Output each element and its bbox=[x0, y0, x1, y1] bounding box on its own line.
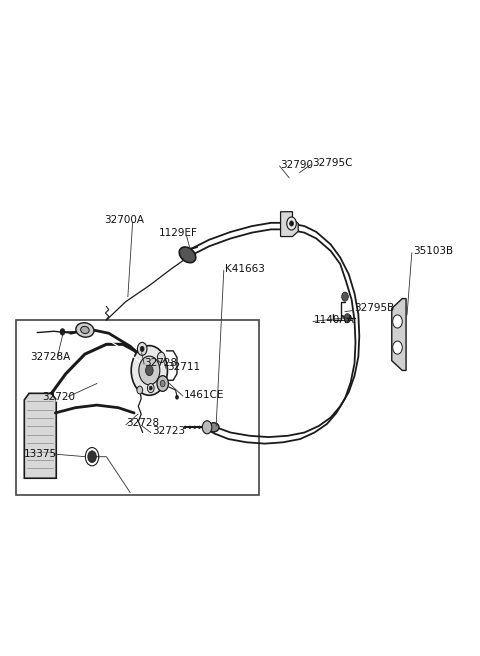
Text: 13375: 13375 bbox=[24, 449, 57, 459]
Circle shape bbox=[287, 217, 296, 230]
Circle shape bbox=[131, 346, 168, 396]
Circle shape bbox=[137, 386, 143, 394]
Text: 1129EF: 1129EF bbox=[159, 228, 198, 238]
Circle shape bbox=[137, 342, 147, 356]
Circle shape bbox=[344, 314, 351, 323]
Polygon shape bbox=[281, 212, 298, 237]
Circle shape bbox=[342, 292, 348, 301]
Circle shape bbox=[289, 221, 293, 226]
Text: 32700A: 32700A bbox=[104, 215, 144, 225]
Bar bbox=[16, 320, 259, 495]
Text: K41663: K41663 bbox=[225, 264, 264, 274]
Circle shape bbox=[88, 451, 96, 462]
Circle shape bbox=[199, 426, 200, 428]
Circle shape bbox=[393, 315, 402, 328]
Circle shape bbox=[157, 376, 168, 392]
Text: 32790: 32790 bbox=[281, 159, 313, 170]
Ellipse shape bbox=[208, 422, 219, 432]
Text: 35103B: 35103B bbox=[413, 246, 453, 256]
Text: 32795C: 32795C bbox=[312, 158, 353, 169]
Circle shape bbox=[160, 380, 165, 387]
Text: 32711: 32711 bbox=[167, 362, 200, 372]
Circle shape bbox=[147, 384, 154, 393]
Text: 1140AA: 1140AA bbox=[314, 314, 355, 325]
Text: 32795B: 32795B bbox=[355, 304, 395, 314]
Text: 32723: 32723 bbox=[152, 426, 185, 436]
Ellipse shape bbox=[179, 247, 196, 262]
Circle shape bbox=[194, 426, 196, 428]
Text: 32728: 32728 bbox=[126, 418, 159, 428]
Ellipse shape bbox=[76, 323, 94, 337]
Text: 32728: 32728 bbox=[144, 358, 178, 367]
Circle shape bbox=[140, 346, 144, 352]
Polygon shape bbox=[24, 394, 56, 478]
Circle shape bbox=[60, 329, 65, 335]
Polygon shape bbox=[392, 298, 406, 371]
Circle shape bbox=[393, 341, 402, 354]
Circle shape bbox=[157, 352, 165, 363]
Ellipse shape bbox=[81, 326, 89, 333]
Circle shape bbox=[176, 396, 179, 400]
Circle shape bbox=[189, 426, 191, 428]
Circle shape bbox=[149, 386, 152, 390]
Circle shape bbox=[202, 420, 212, 434]
Text: 32720: 32720 bbox=[42, 392, 75, 401]
Text: 1461CE: 1461CE bbox=[184, 390, 224, 400]
Circle shape bbox=[184, 426, 186, 428]
Circle shape bbox=[139, 356, 160, 385]
Text: 32728A: 32728A bbox=[30, 352, 70, 362]
Circle shape bbox=[145, 365, 153, 376]
